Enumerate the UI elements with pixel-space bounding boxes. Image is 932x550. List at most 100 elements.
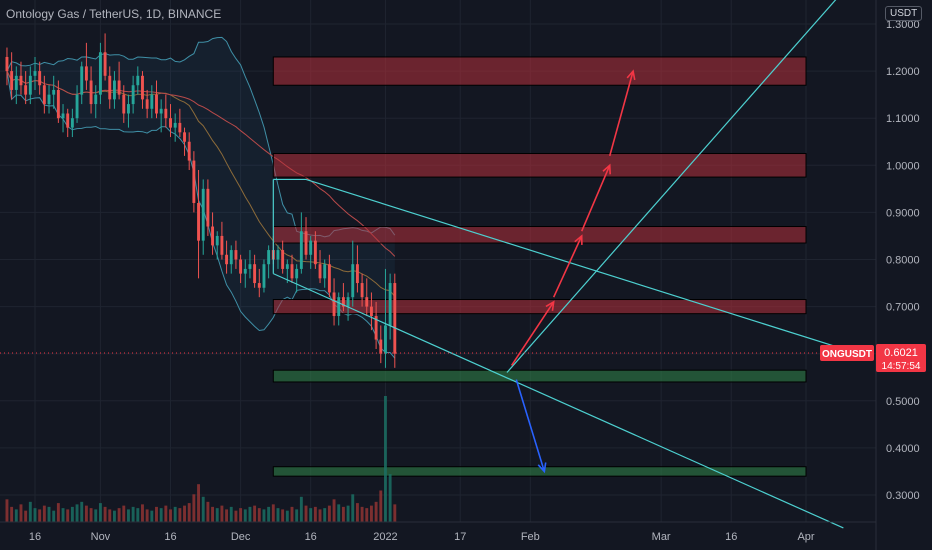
volume-bar [215,508,219,522]
candle-body [323,264,327,279]
volume-bar [229,506,233,522]
candle-body [89,80,93,105]
volume-bar [108,509,112,522]
volume-bar [267,506,271,522]
candle-body [80,66,84,95]
volume-bar [369,505,373,522]
volume-bar [187,503,191,522]
volume-bar [365,508,369,522]
time-tick-label: Apr [797,531,814,543]
volume-bar [122,505,126,522]
candle-body [155,94,158,114]
candle-body [145,99,149,109]
candle-body [243,268,247,274]
volume-bar [145,509,149,522]
time-axis[interactable]: 16 Nov 16 Dec 16 2022 17 Feb Mar 16 Apr [0,521,876,543]
volume-bar [281,509,285,522]
price-label-symbol: ONGUSDT [822,349,872,360]
candle-body [276,250,280,260]
volume-bar [89,508,93,522]
price-tick-label: 1.0000 [886,160,920,172]
volume-bar [10,506,14,522]
price-tick-label: 1.3000 [886,19,920,31]
candle-body [341,297,345,307]
candle-body [285,264,289,269]
candle-body [239,259,243,274]
volume-bar [271,504,275,522]
volume-bar [360,506,364,522]
candle-body [70,118,74,128]
volume-bar [220,505,224,522]
candle-body [33,71,37,76]
volume-bar [127,509,130,522]
candle-body [28,75,32,95]
volume-bar [66,509,70,522]
candle-body [262,264,266,288]
volume-bar [94,509,98,522]
arrow-up-head [574,234,583,245]
time-tick-label: Feb [521,531,540,543]
candle-body [393,283,397,354]
price-zones [272,56,807,477]
volume-bar [388,474,392,522]
volume-bar [234,510,238,522]
candle-body [346,297,350,307]
candle-body [131,85,135,105]
price-tick-label: 1.1000 [886,113,920,125]
candle-body [42,85,46,105]
candle-body [313,240,317,265]
volume-bar [61,508,65,522]
volume-bar [192,494,196,522]
volume-bar [374,501,378,522]
trendline [305,178,844,350]
volume-bar [103,506,107,522]
last-price-label: ONGUSDT 0.6021 14:57:54 [820,344,926,372]
price-tick-label: 1.2000 [886,66,920,78]
volume-bar [285,510,289,522]
candle-body [127,104,130,114]
volume-bar [393,504,397,522]
volume-bar [164,505,168,522]
candle-body [94,94,98,105]
volume-bar [295,509,299,522]
candle-body [66,113,70,128]
candle-body [369,306,373,317]
candle-body [24,85,28,95]
volume-bar [150,510,154,522]
time-tick-label: 16 [725,531,737,543]
candle-body [267,250,271,265]
volume-bar [38,509,42,522]
candle-body [281,250,285,269]
volume-bar [332,499,336,522]
volume-bar [28,501,32,522]
candle-body [169,118,172,128]
price-tick-label: 0.5000 [886,396,920,408]
volume-bar [159,508,163,522]
candle-body [38,71,42,86]
volume-bars [5,396,397,522]
price-tick-label: 0.8000 [886,255,920,267]
time-tick-label: 16 [164,531,176,543]
candle-body [197,202,200,241]
candle-body [318,264,322,279]
quote-unit[interactable]: USDT [885,6,923,21]
volume-bar [290,506,294,522]
candle-body [337,297,341,317]
support-zone [272,466,807,477]
arrow-down [515,379,546,472]
volume-bar [136,508,140,522]
arrow-up-head [545,300,555,311]
candle-body [257,283,261,288]
resistance-zone [272,226,807,244]
volume-bar [323,508,327,522]
volume-bar [141,504,144,522]
candle-body [234,250,238,260]
volume-bar [201,496,205,522]
candle-body [19,75,23,86]
candle-body [229,250,233,265]
candle-body [183,132,186,142]
arrow-up [510,301,555,366]
volume-bar [341,506,345,522]
time-tick-label: 17 [454,531,466,543]
